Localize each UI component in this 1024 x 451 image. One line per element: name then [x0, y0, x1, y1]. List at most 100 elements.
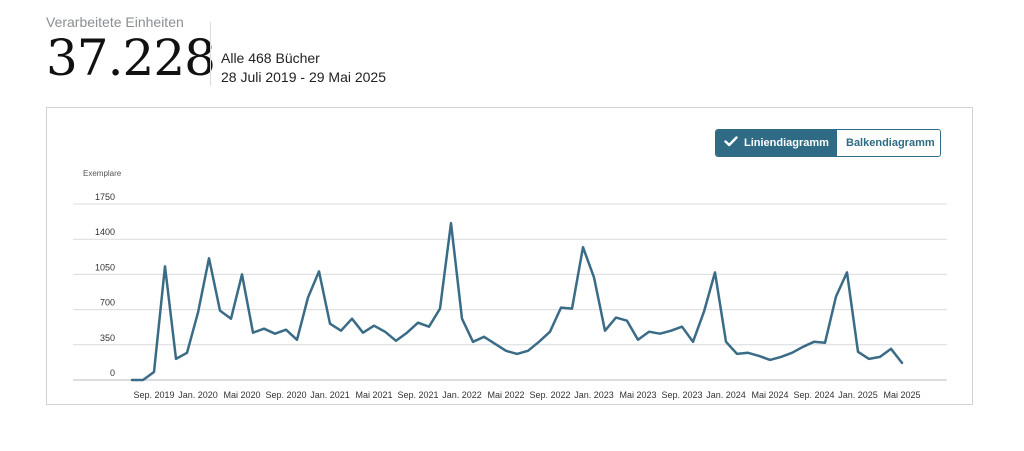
data-point[interactable] [317, 269, 321, 273]
data-point[interactable] [350, 317, 354, 321]
date-range: 28 Juli 2019 - 29 Mai 2025 [221, 69, 386, 85]
data-point[interactable] [801, 345, 805, 349]
data-point[interactable] [724, 340, 728, 344]
data-point[interactable] [141, 378, 145, 382]
data-point[interactable] [449, 221, 453, 225]
data-point[interactable] [526, 349, 530, 353]
data-point[interactable] [196, 311, 200, 315]
y-tick-label: 1400 [95, 227, 115, 237]
line-chart-button[interactable]: Liniendiagramm [716, 130, 837, 156]
data-point[interactable] [207, 256, 211, 260]
y-tick-label: 0 [110, 368, 115, 378]
data-point[interactable] [735, 352, 739, 356]
x-tick-label: Sep. 2021 [397, 390, 438, 400]
data-point[interactable] [834, 295, 838, 299]
data-point[interactable] [328, 322, 332, 326]
data-point[interactable] [867, 357, 871, 361]
data-point[interactable] [493, 342, 497, 346]
data-point[interactable] [636, 338, 640, 342]
line-chart: 0 350 700 1050 1400 1750 Sep. 2019 Jan. 2020 Ma… [73, 169, 947, 400]
data-point[interactable] [548, 330, 552, 334]
x-tick-label: Sep. 2024 [793, 390, 834, 400]
data-point[interactable] [416, 321, 420, 325]
summary-header: Verarbeitete Einheiten 37.228 Alle 468 B… [46, 12, 646, 92]
data-point[interactable] [680, 325, 684, 329]
data-point[interactable] [614, 316, 618, 320]
data-point[interactable] [174, 357, 178, 361]
x-tick-label: Jan. 2024 [706, 390, 746, 400]
metric-label: Verarbeitete Einheiten [46, 14, 184, 30]
data-point[interactable] [163, 264, 167, 268]
line-chart-label: Liniendiagramm [744, 137, 829, 149]
data-point[interactable] [295, 338, 299, 342]
data-point[interactable] [768, 358, 772, 362]
data-point[interactable] [779, 355, 783, 359]
data-point[interactable] [438, 307, 442, 311]
data-point[interactable] [482, 335, 486, 339]
data-point[interactable] [790, 351, 794, 355]
y-tick-label: 700 [100, 298, 115, 308]
data-point[interactable] [383, 330, 387, 334]
data-point[interactable] [273, 332, 277, 336]
data-point[interactable] [306, 296, 310, 300]
header-divider [210, 22, 211, 86]
y-tick-label: 350 [100, 333, 115, 343]
bar-chart-label: Balkendiagramm [846, 137, 935, 149]
data-point[interactable] [394, 339, 398, 343]
data-point[interactable] [592, 275, 596, 279]
data-point[interactable] [152, 370, 156, 374]
metric-value: 37.228 [46, 29, 216, 87]
data-point[interactable] [471, 340, 475, 344]
data-point[interactable] [691, 340, 695, 344]
data-point[interactable] [878, 355, 882, 359]
data-point[interactable] [229, 317, 233, 321]
data-point[interactable] [669, 329, 673, 333]
data-point[interactable] [427, 325, 431, 329]
data-point[interactable] [218, 309, 222, 313]
chart-panel: 0 350 700 1050 1400 1750 Sep. 2019 Jan. 2020 Ma… [46, 107, 973, 405]
data-point[interactable] [372, 324, 376, 328]
data-point[interactable] [856, 350, 860, 354]
data-point[interactable] [823, 341, 827, 345]
x-tick-label: Sep. 2023 [661, 390, 702, 400]
data-point[interactable] [746, 351, 750, 355]
series-line [130, 221, 904, 382]
data-point[interactable] [702, 310, 706, 314]
data-point[interactable] [757, 354, 761, 358]
data-point[interactable] [570, 307, 574, 311]
data-point[interactable] [405, 331, 409, 335]
x-tick-label: Mai 2024 [751, 390, 788, 400]
data-point[interactable] [713, 270, 717, 274]
chart-type-toggle: Liniendiagramm Balkendiagramm [715, 129, 941, 157]
data-point[interactable] [460, 317, 464, 321]
data-point[interactable] [284, 328, 288, 332]
x-tick-label: Sep. 2022 [529, 390, 570, 400]
data-point[interactable] [559, 306, 563, 310]
data-point[interactable] [537, 340, 541, 344]
data-point[interactable] [130, 378, 134, 382]
data-point[interactable] [603, 329, 607, 333]
x-tick-label: Mai 2023 [619, 390, 656, 400]
data-point[interactable] [658, 332, 662, 336]
data-point[interactable] [185, 351, 189, 355]
data-point[interactable] [361, 331, 365, 335]
x-tick-label: Jan. 2021 [310, 390, 350, 400]
y-axis-title: Exemplare [83, 169, 122, 178]
data-point[interactable] [515, 352, 519, 356]
x-tick-label: Jan. 2023 [574, 390, 614, 400]
data-point[interactable] [504, 349, 508, 353]
data-point[interactable] [625, 319, 629, 323]
data-point[interactable] [251, 331, 255, 335]
data-point[interactable] [812, 340, 816, 344]
data-point[interactable] [581, 245, 585, 249]
x-tick-label: Jan. 2025 [838, 390, 878, 400]
data-point[interactable] [845, 270, 849, 274]
data-point[interactable] [889, 347, 893, 351]
x-tick-label: Sep. 2020 [265, 390, 306, 400]
data-point[interactable] [339, 329, 343, 333]
bar-chart-button[interactable]: Balkendiagramm [837, 130, 940, 156]
data-point[interactable] [240, 272, 244, 276]
data-point[interactable] [900, 361, 904, 365]
data-point[interactable] [262, 327, 266, 331]
data-point[interactable] [647, 330, 651, 334]
